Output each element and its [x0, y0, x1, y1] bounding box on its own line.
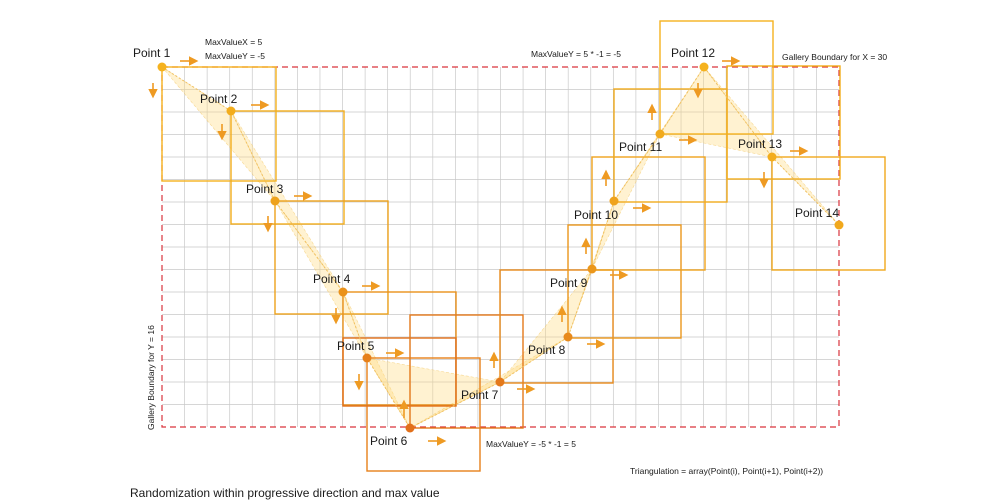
triangulation-note: Triangulation = array(Point(i), Point(i+…	[630, 466, 823, 476]
gallery-boundary-x-note: Gallery Boundary for X = 30	[782, 52, 887, 62]
point-marker	[495, 377, 505, 387]
range-box	[409, 314, 524, 429]
range-box	[366, 357, 481, 472]
point-marker	[405, 423, 415, 433]
point-label: Point 14	[795, 206, 839, 220]
range-boxes	[161, 20, 886, 472]
point-marker	[362, 353, 372, 363]
points	[157, 62, 844, 433]
max-value-x-note: MaxValueX = 5	[205, 37, 263, 47]
point-marker	[834, 220, 844, 230]
max-value-y-note-left: MaxValueY = -5	[205, 51, 265, 61]
diagram-caption: Randomization within progressive directi…	[130, 486, 440, 500]
point-label: Point 6	[370, 434, 408, 448]
point-label: Point 9	[550, 276, 588, 290]
point-marker	[226, 106, 236, 116]
range-box	[274, 200, 389, 315]
point-marker	[270, 196, 280, 206]
point-label: Point 10	[574, 208, 618, 222]
point-label: Point 13	[738, 137, 782, 151]
point-marker	[563, 332, 573, 342]
point-path	[161, 66, 840, 429]
triangle-face	[274, 200, 368, 359]
point-label: Point 8	[528, 343, 566, 357]
max-value-y-note-bottom: MaxValueY = -5 * -1 = 5	[486, 439, 576, 449]
range-box	[659, 20, 774, 135]
gallery-boundary-y-note: Gallery Boundary for Y = 16	[146, 325, 156, 430]
point-label: Point 11	[619, 140, 662, 154]
range-box	[591, 156, 706, 271]
point-label: Point 12	[671, 46, 715, 60]
direction-arrows	[148, 56, 809, 446]
point-label: Point 1	[133, 46, 171, 60]
point-polyline	[161, 66, 840, 429]
point-label: Point 7	[461, 388, 499, 402]
range-box	[161, 66, 277, 182]
point-label: Point 4	[313, 272, 351, 286]
max-value-y-note-top: MaxValueY = 5 * -1 = -5	[531, 49, 621, 59]
point-marker	[609, 196, 619, 206]
point-marker	[699, 62, 709, 72]
point-marker	[767, 152, 777, 162]
range-box	[771, 156, 886, 271]
point-label: Point 3	[246, 182, 284, 196]
point-labels: Point 1 Point 2 Point 3 Point 4 Point 5 Point…	[133, 46, 839, 448]
point-label: Point 2	[200, 92, 238, 106]
point-marker	[655, 129, 665, 139]
gallery-boundary	[161, 66, 840, 428]
range-box	[726, 65, 841, 180]
point-marker	[157, 62, 167, 72]
grid	[162, 67, 839, 427]
point-marker	[338, 287, 348, 297]
point-label: Point 5	[337, 339, 375, 353]
point-marker	[587, 264, 597, 274]
range-box	[567, 224, 682, 339]
range-box	[230, 110, 345, 225]
range-box	[499, 269, 614, 384]
